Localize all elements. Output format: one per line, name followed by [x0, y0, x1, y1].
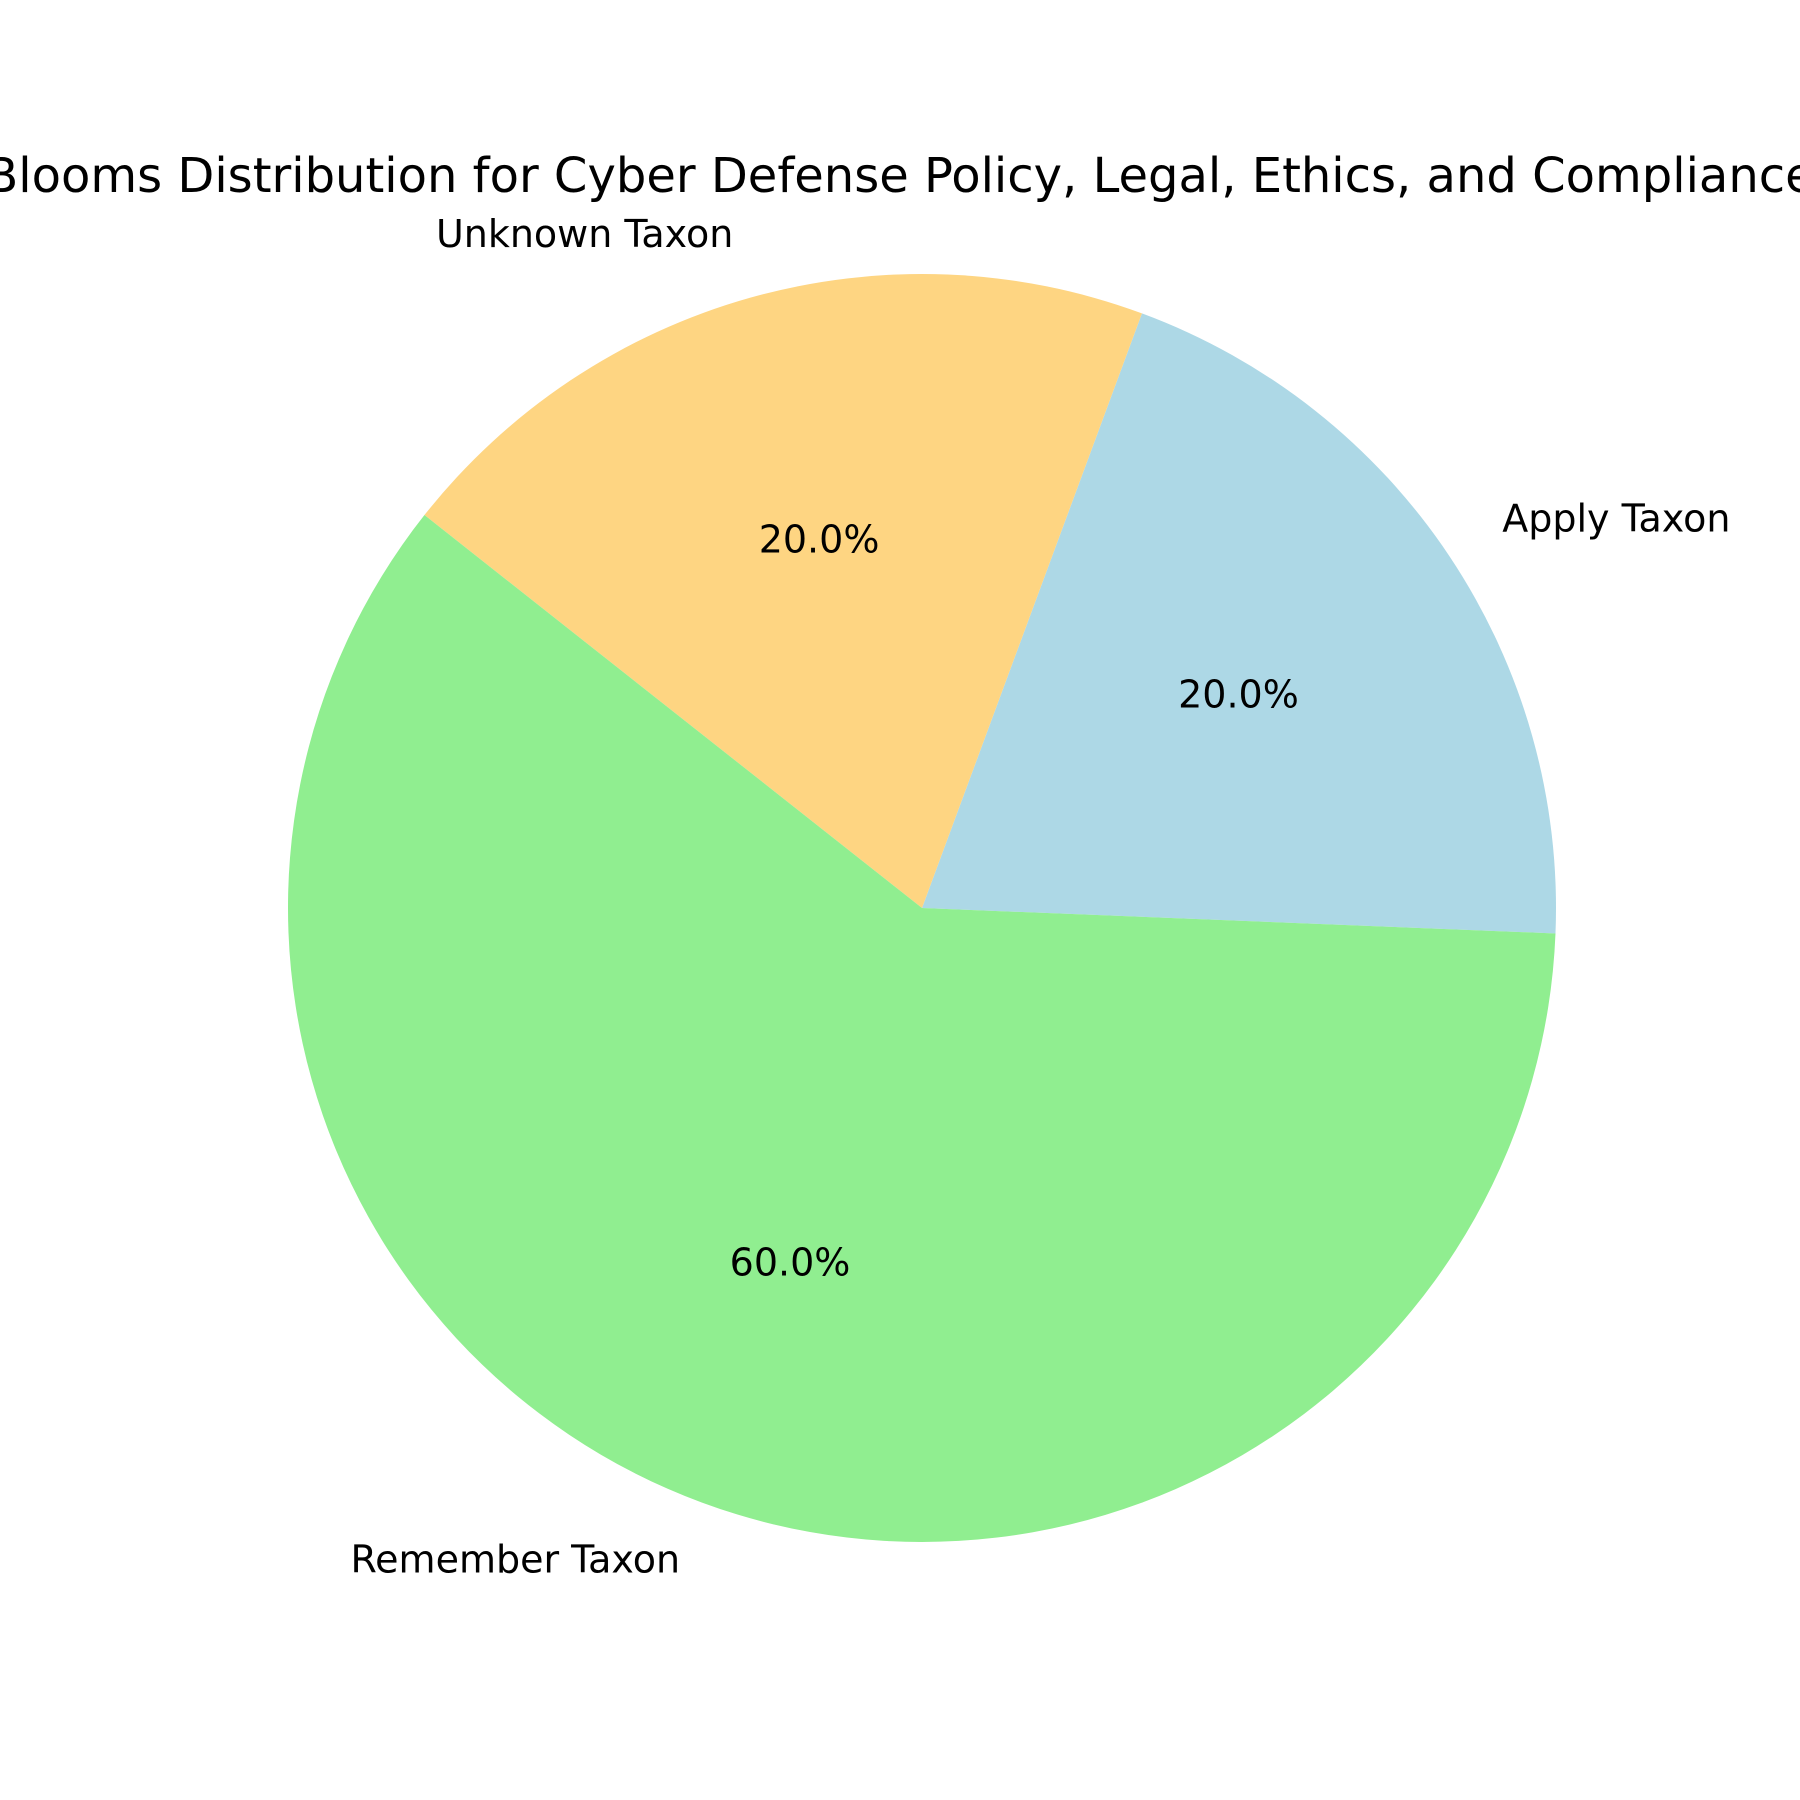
- slice-percent-labels: 20.0% 20.0% 60.0%: [730, 517, 1299, 1284]
- chart-title: Blooms Distribution for Cyber Defense Po…: [0, 148, 1800, 204]
- slice-label-1: Unknown Taxon: [436, 212, 733, 256]
- pie-slices: [288, 274, 1556, 1543]
- pie-slice-0: [922, 313, 1556, 934]
- pie-slice-1: [424, 274, 1142, 909]
- pie-slice-2: [288, 515, 1556, 1543]
- slice-percent-2: 60.0%: [730, 1240, 851, 1284]
- slice-label-0: Apply Taxon: [1502, 497, 1730, 541]
- slice-labels: Apply Taxon Unknown Taxon Remember Taxon: [350, 212, 1730, 1581]
- slice-percent-0: 20.0%: [1178, 672, 1299, 716]
- slice-percent-1: 20.0%: [759, 517, 880, 561]
- slice-label-2: Remember Taxon: [350, 1538, 680, 1582]
